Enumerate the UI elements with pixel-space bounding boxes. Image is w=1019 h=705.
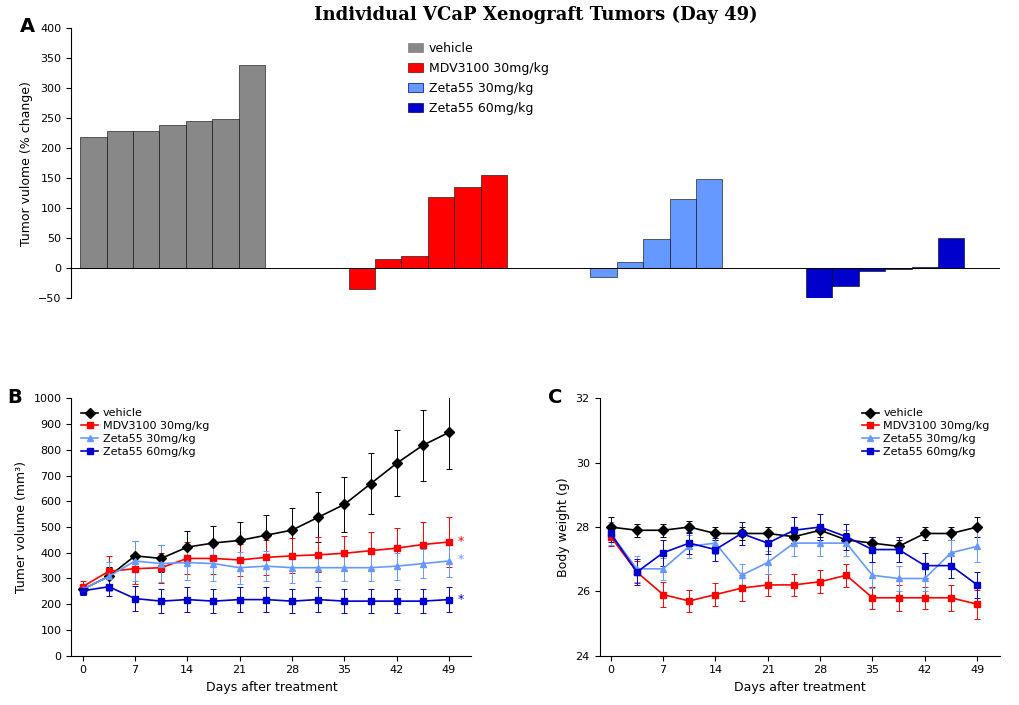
Legend: vehicle, MDV3100 30mg/kg, Zeta55 30mg/kg, Zeta55 60mg/kg: vehicle, MDV3100 30mg/kg, Zeta55 30mg/kg… <box>403 37 553 120</box>
Y-axis label: Tumer volume (mm³): Tumer volume (mm³) <box>15 461 29 593</box>
Text: *: * <box>458 553 464 565</box>
Text: C: C <box>547 388 561 407</box>
Bar <box>212 119 238 269</box>
X-axis label: Days after treatment: Days after treatment <box>733 681 864 694</box>
Text: A: A <box>20 18 36 37</box>
Bar <box>159 125 185 269</box>
Bar <box>185 121 212 269</box>
Bar <box>695 180 721 269</box>
X-axis label: Days after treatment: Days after treatment <box>206 681 337 694</box>
Bar <box>453 188 480 269</box>
Text: *: * <box>458 534 464 548</box>
Legend: vehicle, MDV3100 30mg/kg, Zeta55 30mg/kg, Zeta55 60mg/kg: vehicle, MDV3100 30mg/kg, Zeta55 30mg/kg… <box>76 404 213 461</box>
Y-axis label: Body weight (g): Body weight (g) <box>556 477 570 577</box>
Bar <box>669 200 695 269</box>
Bar <box>81 137 107 269</box>
Bar <box>937 238 963 269</box>
Bar <box>375 259 400 269</box>
Bar <box>832 269 858 286</box>
Bar <box>238 66 265 269</box>
Bar <box>480 176 506 269</box>
Legend: vehicle, MDV3100 30mg/kg, Zeta55 30mg/kg, Zeta55 60mg/kg: vehicle, MDV3100 30mg/kg, Zeta55 30mg/kg… <box>857 404 994 461</box>
Text: *: * <box>458 593 464 606</box>
Text: B: B <box>7 388 22 407</box>
Bar <box>643 240 669 269</box>
Bar <box>590 269 616 277</box>
Bar <box>858 269 884 271</box>
Bar <box>132 131 159 269</box>
Bar <box>107 131 132 269</box>
Title: Individual VCaP Xenograft Tumors (Day 49): Individual VCaP Xenograft Tumors (Day 49… <box>314 6 756 24</box>
Bar <box>348 269 375 289</box>
Bar <box>400 256 427 269</box>
Bar <box>911 267 937 269</box>
Bar <box>805 269 832 301</box>
Bar <box>427 197 453 269</box>
Bar <box>616 262 643 269</box>
Y-axis label: Tumor vulome (% change): Tumor vulome (% change) <box>19 81 33 245</box>
